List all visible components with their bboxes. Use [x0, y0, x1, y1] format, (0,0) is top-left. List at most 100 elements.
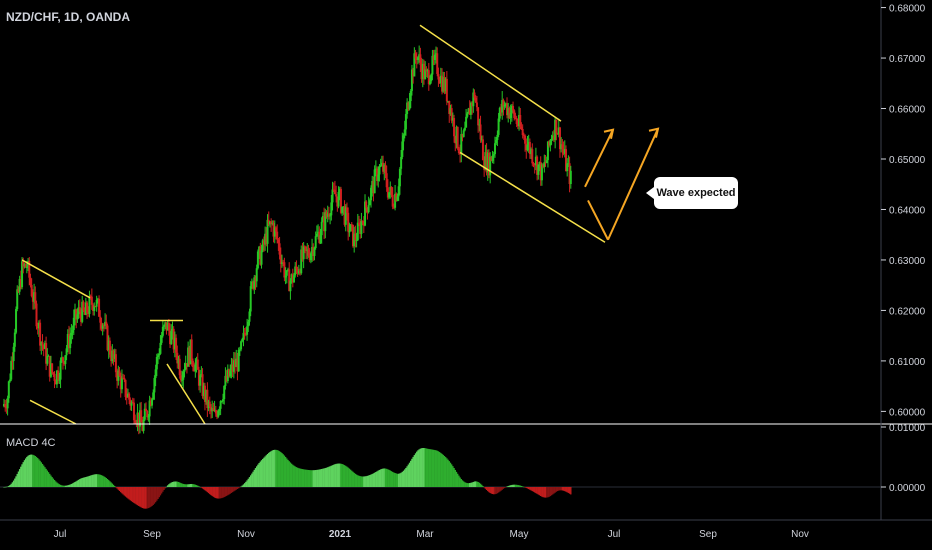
- candle-body: [350, 224, 353, 226]
- macd-bar: [53, 480, 56, 487]
- candle-body: [87, 312, 90, 314]
- macd-bar: [183, 484, 186, 487]
- channel-1-upper[interactable]: [21, 259, 91, 299]
- macd-bar: [305, 469, 307, 487]
- macd-bar: [460, 479, 462, 487]
- channel-3-lower[interactable]: [459, 151, 606, 243]
- macd-bar: [455, 471, 458, 487]
- macd-bar: [355, 474, 358, 487]
- flag-lower-line[interactable]: [166, 363, 206, 425]
- macd-bar: [225, 487, 228, 496]
- macd-bar: [437, 451, 440, 487]
- candle-body: [149, 400, 152, 406]
- candle-body: [90, 296, 93, 305]
- macd-bar: [328, 466, 330, 487]
- macd-bar: [107, 480, 110, 487]
- candle-body: [427, 70, 430, 85]
- macd-bar: [141, 487, 144, 509]
- macd-bar: [561, 487, 564, 491]
- macd-bar: [99, 474, 101, 487]
- macd-bar: [174, 481, 176, 487]
- candle-body: [314, 236, 317, 248]
- macd-bar: [207, 487, 210, 494]
- candle-body: [459, 153, 462, 155]
- channel-1-lower[interactable]: [29, 399, 77, 425]
- candle-body: [469, 102, 472, 115]
- candle-body: [410, 69, 413, 91]
- macd-bar: [180, 483, 182, 487]
- macd-bar: [448, 461, 450, 487]
- candle-body: [467, 108, 470, 114]
- macd-bar: [556, 487, 559, 492]
- macd-bar: [254, 468, 257, 487]
- macd-bar: [342, 464, 345, 487]
- candle-body: [148, 400, 151, 417]
- price-axis[interactable]: 0.68000 0.67000 0.66000 0.65000 0.64000 0.630…: [881, 4, 926, 419]
- candle-body: [486, 153, 489, 173]
- candle-body: [477, 107, 480, 126]
- macd-bar: [33, 455, 35, 487]
- candle-body: [500, 107, 502, 113]
- macd-bar: [406, 466, 408, 487]
- candle-body: [489, 156, 492, 176]
- macd-bar: [289, 462, 292, 487]
- candle-body: [163, 325, 166, 327]
- candle-body: [270, 221, 273, 225]
- macd-bar: [272, 449, 275, 487]
- macd-bar: [218, 487, 221, 499]
- macd-bar: [3, 487, 5, 488]
- candle-body: [253, 277, 256, 289]
- candle-body: [208, 401, 211, 407]
- candle-body: [43, 343, 46, 349]
- macd-bar: [422, 448, 424, 487]
- candle-body: [16, 289, 19, 310]
- candle-body: [374, 168, 377, 170]
- candle-body: [308, 255, 311, 261]
- candle-body: [556, 133, 559, 135]
- macd-bar: [464, 482, 466, 487]
- candle-body: [384, 164, 387, 174]
- macd-bar: [417, 450, 419, 487]
- macd-axis[interactable]: 0.01000 0.00000: [881, 423, 926, 494]
- macd-bar: [525, 487, 527, 488]
- candle-body: [343, 206, 346, 225]
- candle-body: [177, 358, 180, 364]
- channel-3-upper[interactable]: [419, 24, 562, 122]
- macd-bar: [288, 461, 290, 487]
- macd-bar: [413, 455, 416, 487]
- candle-body: [122, 377, 125, 379]
- candle-body: [462, 130, 465, 137]
- candle-body: [389, 186, 392, 193]
- candlestick-series: [3, 45, 572, 435]
- candle-body: [409, 90, 412, 102]
- candle-body: [137, 412, 140, 427]
- macd-bar: [224, 487, 227, 497]
- macd-bar: [213, 487, 216, 498]
- macd-bar: [391, 471, 394, 487]
- macd-bar: [69, 484, 71, 487]
- arrow-1-shaft: [584, 129, 614, 188]
- macd-bar: [514, 484, 517, 487]
- time-tick-label: Nov: [237, 529, 255, 540]
- candle-body: [540, 164, 543, 181]
- candle-body: [21, 261, 24, 288]
- candle-body: [514, 117, 517, 119]
- time-axis[interactable]: Jul Sep Nov 2021 Mar May Jul Sep Nov: [54, 529, 809, 540]
- candle-body: [199, 375, 202, 386]
- candle-body: [101, 325, 104, 329]
- candle-body: [276, 231, 279, 240]
- candle-body: [81, 301, 84, 322]
- macd-bar: [320, 468, 323, 487]
- macd-bar: [565, 487, 567, 492]
- candle-body: [36, 326, 39, 329]
- macd-histogram: [0, 447, 881, 509]
- candle-body: [329, 215, 332, 217]
- macd-bar: [116, 487, 118, 489]
- candle-body: [48, 355, 51, 377]
- macd-bar: [482, 486, 484, 487]
- macd-bar: [122, 487, 124, 495]
- candle-body: [7, 381, 10, 399]
- candle-body: [557, 127, 560, 135]
- candle-body: [262, 240, 265, 245]
